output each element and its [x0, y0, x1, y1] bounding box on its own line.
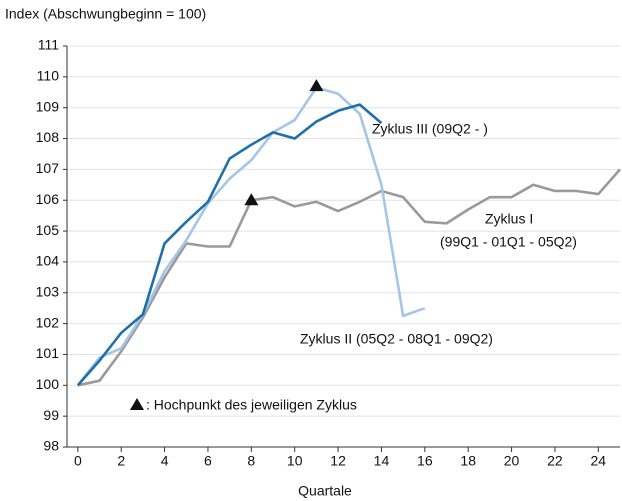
y-tick-label: 104: [36, 253, 60, 269]
y-tick-label: 105: [36, 222, 60, 238]
y-tick-label: 106: [36, 191, 60, 207]
x-tick-label: 12: [330, 453, 346, 469]
y-tick-label: 101: [36, 345, 60, 361]
x-axis-label: Quartale: [298, 483, 352, 499]
y-tick-label: 100: [36, 376, 60, 392]
x-tick-label: 18: [460, 453, 476, 469]
series-line: [77, 168, 621, 387]
y-tick-label: 98: [43, 438, 59, 454]
x-tick-label: 16: [417, 453, 433, 469]
x-tick-label: 10: [287, 453, 303, 469]
x-tick-label: 20: [504, 453, 520, 469]
annotation: : Hochpunkt des jeweiligen Zyklus: [146, 397, 357, 413]
y-tick-label: 102: [36, 314, 60, 330]
x-tick-label: 14: [374, 453, 390, 469]
x-tick-label: 22: [547, 453, 563, 469]
y-tick-label: 108: [36, 129, 60, 145]
x-tick-label: 24: [591, 453, 607, 469]
series-line: [76, 103, 383, 387]
y-tick-label: 110: [37, 68, 60, 84]
x-tick-label: 6: [204, 453, 212, 469]
y-tick-label: 111: [38, 37, 59, 53]
peak-marker: [309, 79, 324, 92]
y-tick-label: 109: [36, 98, 60, 114]
series-label: Zyklus III (09Q2 - ): [372, 121, 488, 137]
y-axis-label: Index (Abschwungbeginn = 100): [5, 6, 206, 22]
y-tick-label: 107: [36, 160, 60, 176]
annotation: (99Q1 - 01Q1 - 05Q2): [440, 234, 577, 250]
x-tick-label: 8: [247, 453, 255, 469]
series-label: Zyklus I: [485, 211, 533, 227]
x-tick-label: 4: [161, 453, 169, 469]
y-tick-label: 99: [43, 407, 59, 423]
series-line: [76, 86, 426, 387]
y-tick-label: 103: [36, 283, 60, 299]
peak-marker: [130, 398, 144, 410]
series-label: Zyklus II (05Q2 - 08Q1 - 09Q2): [300, 331, 493, 347]
peak-marker: [244, 193, 259, 206]
x-tick-label: 2: [117, 453, 125, 469]
x-tick-label: 0: [74, 453, 82, 469]
